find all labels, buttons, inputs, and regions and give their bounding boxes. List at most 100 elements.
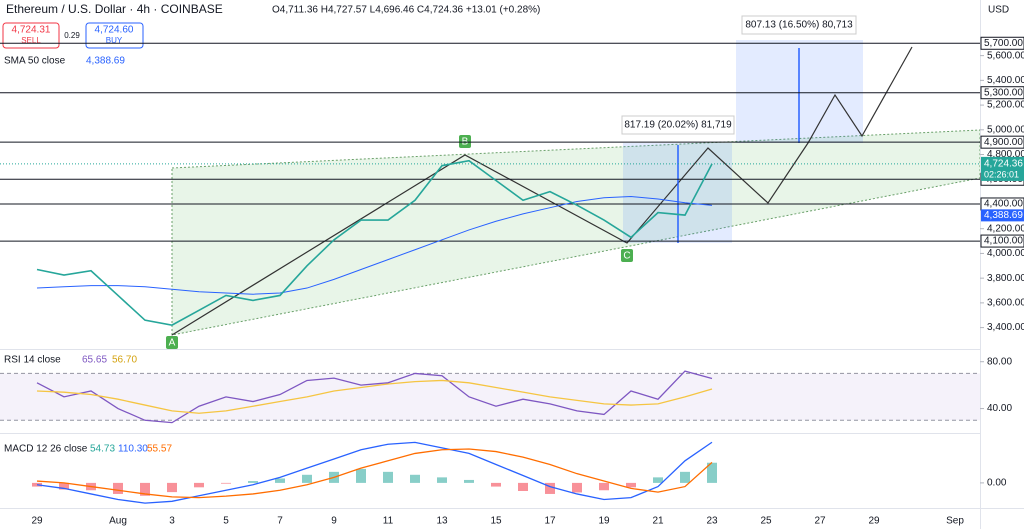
countdown: 02:26:01 xyxy=(984,169,1019,179)
y-tick-label: 4,000.00 xyxy=(987,248,1024,259)
signal-value: 55.57 xyxy=(147,444,172,455)
rsi-ma-value: 56.70 xyxy=(112,355,137,366)
level-label: 4,400.00 xyxy=(984,199,1023,210)
pane-divider xyxy=(0,349,980,350)
y-tick-label: 4,200.00 xyxy=(987,223,1024,234)
histogram-bar xyxy=(59,482,69,490)
price-line xyxy=(36,159,713,326)
spread: 0.29 xyxy=(64,31,80,40)
projection-path xyxy=(171,46,913,336)
indicator-line xyxy=(36,441,713,504)
level-label: 4,900.00 xyxy=(984,137,1023,148)
macd-label: MACD 12 26 close xyxy=(4,444,88,455)
level-label: 5,700.00 xyxy=(984,38,1023,49)
y-tick-label: 3,800.00 xyxy=(987,273,1024,284)
sma-line xyxy=(36,196,713,295)
level-label: 5,300.00 xyxy=(984,87,1023,98)
histogram-bar xyxy=(356,468,366,483)
histogram-bar xyxy=(545,482,555,494)
histogram-bar xyxy=(653,477,663,483)
last-price-label: 4,724.36 xyxy=(984,159,1023,170)
sma-value: 4,388.69 xyxy=(86,56,125,67)
y-tick-label: 3,400.00 xyxy=(987,322,1024,333)
y-tick-label: 5,200.00 xyxy=(987,100,1024,111)
buy-button[interactable] xyxy=(85,22,144,49)
x-tick-label: 29 xyxy=(868,516,880,527)
point-marker xyxy=(166,336,178,349)
x-tick-label: 17 xyxy=(544,516,556,527)
histogram-bar xyxy=(707,462,717,483)
sell-label: SELL xyxy=(21,36,41,45)
annotation: 817.19 (20.02%) 81,719 xyxy=(624,120,732,131)
y-tick-label: 4,800.00 xyxy=(987,149,1024,160)
x-tick-label: 27 xyxy=(814,516,826,527)
x-tick-label: 9 xyxy=(331,516,337,527)
histogram-bar xyxy=(140,482,150,496)
level-tag xyxy=(980,86,1024,100)
x-tick-label: 19 xyxy=(598,516,610,527)
sell-button[interactable] xyxy=(2,22,60,49)
level-label: 4,100.00 xyxy=(984,236,1023,247)
rsi-label: RSI 14 close xyxy=(4,355,61,366)
x-tick-label: Sep xyxy=(946,516,964,527)
x-tick-label: 25 xyxy=(760,516,772,527)
histogram-bar xyxy=(464,479,474,483)
last-price-tag xyxy=(981,156,1024,181)
sell-price: 4,724.31 xyxy=(12,25,51,36)
y-tick-label: 80.00 xyxy=(987,356,1012,367)
y-tick-label: 3,600.00 xyxy=(987,298,1024,309)
x-tick-label: 23 xyxy=(706,516,718,527)
histogram-bar xyxy=(680,471,690,483)
annotation-box xyxy=(741,15,857,35)
indicator-line xyxy=(36,370,713,424)
histogram-bar xyxy=(194,482,204,488)
currency: USD xyxy=(988,5,1009,16)
symbol: Ethereum / U.S. Dollar · 4h · COINBASE xyxy=(6,2,223,16)
x-tick-label: 11 xyxy=(383,516,394,527)
indicator-line xyxy=(36,448,713,499)
histogram-bar xyxy=(167,482,177,493)
point-marker xyxy=(621,249,633,262)
histogram-bar xyxy=(599,482,609,491)
x-tick-label: 29 xyxy=(31,516,43,527)
y-tick-label: 5,400.00 xyxy=(987,75,1024,86)
histogram-bar xyxy=(113,482,123,494)
y-tick-label: 5,000.00 xyxy=(987,124,1024,135)
annotation: 807.13 (16.50%) 80,713 xyxy=(745,20,853,31)
axis-divider xyxy=(980,0,981,529)
macd-value: 110.30 xyxy=(118,444,148,455)
x-tick-label: 21 xyxy=(652,516,664,527)
sma-label: SMA 50 close xyxy=(4,56,66,67)
histogram-bar xyxy=(248,481,258,483)
pane-divider xyxy=(0,433,980,434)
histogram-bar xyxy=(626,482,636,488)
point-label: A xyxy=(169,338,176,349)
buy-label: BUY xyxy=(106,36,123,45)
indicator-line xyxy=(36,379,713,414)
histogram-bar xyxy=(383,471,393,483)
x-tick-label: 13 xyxy=(436,516,448,527)
x-tick-label: 3 xyxy=(169,516,175,527)
point-marker xyxy=(459,135,471,148)
sma-tag xyxy=(981,209,1024,222)
histogram-bar xyxy=(410,474,420,483)
macd-hist-value: 54.73 xyxy=(90,444,115,455)
level-tag xyxy=(980,36,1024,50)
x-tick-label: 5 xyxy=(223,516,229,527)
histogram-bar xyxy=(437,477,447,483)
level-tag xyxy=(980,234,1024,248)
x-tick-label: Aug xyxy=(109,516,127,527)
level-tag xyxy=(980,135,1024,149)
x-tick-label: 7 xyxy=(277,516,283,527)
histogram-bar xyxy=(518,482,528,491)
buy-price: 4,724.60 xyxy=(95,25,134,36)
pane-divider xyxy=(0,508,1024,509)
y-tick-label: 5,600.00 xyxy=(987,50,1024,61)
histogram-bar xyxy=(491,482,501,487)
band-fill xyxy=(0,373,980,421)
rsi-value: 65.65 xyxy=(82,355,107,366)
point-label: C xyxy=(623,251,630,262)
